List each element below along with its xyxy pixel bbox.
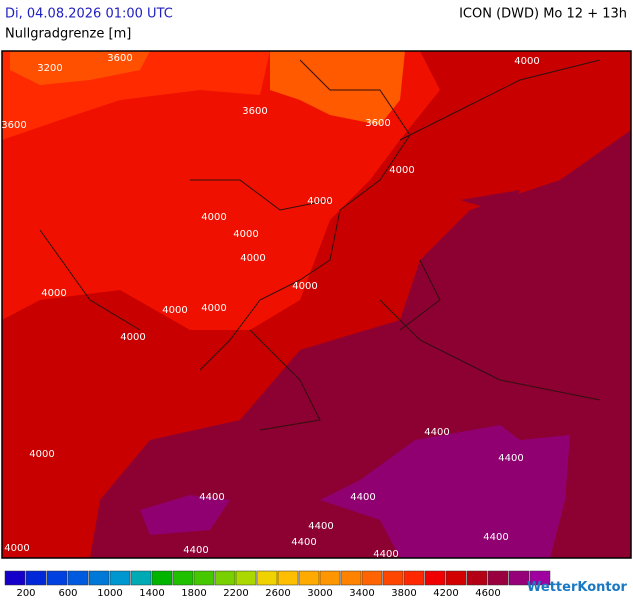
contour-label: 3600: [1, 120, 26, 131]
legend-label: 2200: [223, 588, 248, 599]
contour-label: 4400: [291, 537, 316, 548]
legend-swatch: [277, 570, 299, 586]
border-lines: [39, 59, 601, 431]
legend-swatch: [487, 570, 509, 586]
contour-labels: 3200 3600 3600 3600 3600 4000 4000 4000 4000 4000…: [1, 53, 539, 560]
contour-label: 4000: [514, 56, 539, 67]
contour-label: 4400: [199, 492, 224, 503]
brand: WetterKontor: [527, 580, 628, 595]
legend-label: 2600: [265, 588, 290, 599]
run-time: Di, 04.08.2026 01:00 UTC: [5, 7, 173, 22]
region: [2, 51, 440, 330]
legend-label: 1000: [97, 588, 122, 599]
contour-label: 4000: [201, 212, 226, 223]
legend-label: 4600: [475, 588, 500, 599]
legend-swatch: [46, 570, 68, 586]
map: 3200 3600 3600 3600 3600 4000 4000 4000 4000 4000…: [1, 50, 632, 560]
legend-swatch: [424, 570, 446, 586]
contour-label: 4000: [29, 449, 54, 460]
contour-label: 4000: [120, 332, 145, 343]
legend-swatch: [214, 570, 236, 586]
legend-swatch: [235, 570, 257, 586]
contour-label: 4000: [292, 281, 317, 292]
contour-label: 4000: [307, 196, 332, 207]
contour-label: 3600: [242, 106, 267, 117]
contour-label: 4400: [183, 545, 208, 556]
legend-label: 600: [58, 588, 77, 599]
region: [140, 495, 230, 535]
legend: 200 600 1000 1400 1800 2200 2600 3000 3400 3800 42…: [4, 570, 551, 599]
legend-swatch: [109, 570, 131, 586]
legend-label: 3000: [307, 588, 332, 599]
legend-swatch: [403, 570, 425, 586]
legend-label: 3400: [349, 588, 374, 599]
legend-swatch: [130, 570, 152, 586]
region: [460, 190, 600, 260]
legend-label: 1800: [181, 588, 206, 599]
contour-label: 4400: [350, 492, 375, 503]
legend-swatch: [508, 570, 530, 586]
legend-swatch: [256, 570, 278, 586]
legend-swatch: [466, 570, 488, 586]
contour-label: 4000: [240, 253, 265, 264]
legend-swatch: [193, 570, 215, 586]
contour-label: 4000: [389, 165, 414, 176]
contour-label: 4000: [233, 229, 258, 240]
legend-swatch: [25, 570, 47, 586]
contour-label: 4400: [308, 521, 333, 532]
contour-label: 3600: [365, 118, 390, 129]
model-run: ICON (DWD) Mo 12 + 13h: [459, 7, 627, 22]
legend-swatch: [529, 570, 551, 586]
contour-label: 4400: [373, 549, 398, 560]
contour-label: 4400: [498, 453, 523, 464]
legend-swatch: [340, 570, 362, 586]
legend-label: 3800: [391, 588, 416, 599]
legend-swatch: [382, 570, 404, 586]
legend-label: 200: [16, 588, 35, 599]
contour-label: 4000: [4, 543, 29, 554]
contour-label: 4400: [483, 532, 508, 543]
region: [270, 51, 405, 125]
legend-swatch: [361, 570, 383, 586]
legend-swatch: [319, 570, 341, 586]
contour-label: 3600: [107, 53, 132, 64]
parameter: Nullgradgrenze [m]: [5, 27, 131, 42]
contour-label: 4000: [162, 305, 187, 316]
legend-label: 4200: [433, 588, 458, 599]
legend-swatch: [4, 570, 26, 586]
legend-swatch: [445, 570, 467, 586]
contour-label: 4000: [41, 288, 66, 299]
region: [10, 51, 150, 85]
legend-swatch: [151, 570, 173, 586]
contour-label: 4400: [424, 427, 449, 438]
legend-label: 1400: [139, 588, 164, 599]
map-frame: [1, 50, 632, 559]
legend-swatch: [88, 570, 110, 586]
legend-swatch: [67, 570, 89, 586]
legend-swatch: [298, 570, 320, 586]
contour-label: 4000: [201, 303, 226, 314]
contour-label: 3200: [37, 63, 62, 74]
region: [320, 425, 570, 558]
legend-swatch: [172, 570, 194, 586]
